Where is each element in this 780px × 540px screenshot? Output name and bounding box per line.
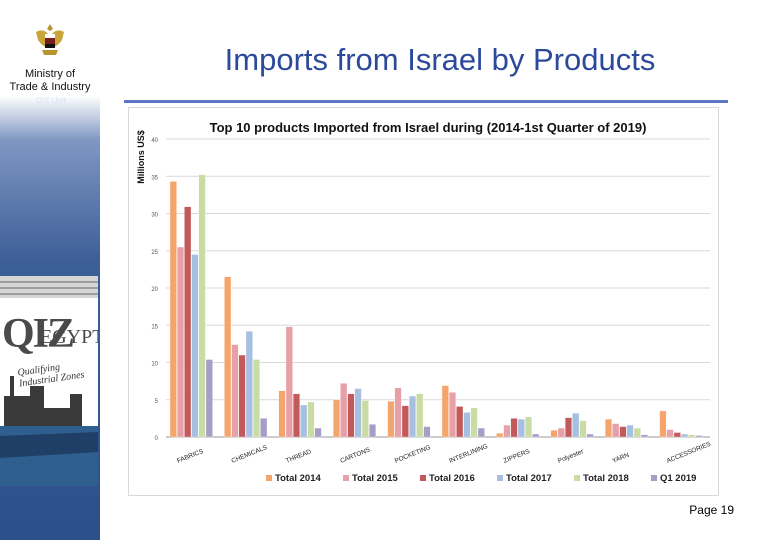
ministry-name: Ministry of Trade & Industry (0, 68, 100, 94)
y-axis-label: Millions US$ (136, 130, 146, 184)
y-tick-label: 25 (151, 250, 158, 256)
sidebar: Ministry of Trade & Industry QIZ Unit QI… (0, 0, 100, 540)
bar (688, 434, 696, 438)
legend-label: Total 2018 (583, 473, 629, 484)
y-tick-label: 30 (151, 213, 158, 219)
legend-swatch (574, 475, 580, 481)
bar (695, 435, 703, 438)
bar (191, 254, 199, 438)
bar (666, 429, 674, 438)
bar (285, 326, 293, 438)
bar (347, 393, 355, 438)
bar (416, 393, 424, 438)
bar (340, 383, 348, 438)
legend-label: Total 2017 (506, 473, 552, 484)
qiz-egypt-logo: QIZ EGYPT Qualifying Industrial Zones (0, 276, 98, 486)
legend-swatch (497, 475, 503, 481)
bar (681, 433, 688, 438)
bar-chart: Top 10 products Imported from Israel dur… (128, 107, 719, 496)
bar (307, 401, 315, 438)
bar (673, 432, 681, 438)
bar (361, 400, 369, 438)
bar (477, 427, 485, 438)
bar (605, 418, 612, 438)
y-tick-label: 5 (155, 399, 159, 405)
bar (612, 423, 620, 438)
eagle-emblem-icon (36, 24, 64, 55)
bar (557, 427, 565, 438)
logo-egypt-text: EGYPT (40, 326, 98, 348)
bar (463, 412, 471, 438)
bar (641, 434, 648, 438)
legend-swatch (266, 475, 272, 481)
bar (293, 393, 300, 438)
bar (300, 404, 308, 438)
legend-label: Q1 2019 (660, 473, 696, 484)
chart-title: Top 10 products Imported from Israel dur… (210, 120, 647, 135)
y-tick-label: 20 (151, 287, 158, 293)
bar (510, 418, 518, 438)
legend-swatch (343, 475, 349, 481)
bar (579, 420, 587, 438)
bar (503, 424, 511, 438)
bar (369, 424, 376, 438)
bar (184, 206, 192, 438)
bar (177, 246, 184, 438)
title-underline (124, 100, 728, 103)
bar (224, 276, 232, 438)
bar (496, 433, 504, 438)
bar (659, 410, 667, 438)
bar (394, 387, 402, 438)
logo-qiz-text: QIZ (2, 311, 75, 357)
bar (586, 433, 594, 438)
bar (633, 427, 641, 438)
bar (205, 359, 213, 438)
legend-swatch (651, 475, 657, 481)
legend-label: Total 2014 (275, 473, 321, 484)
bar (525, 416, 532, 438)
legend-label: Total 2015 (352, 473, 398, 484)
y-tick-label: 15 (151, 324, 158, 330)
bar (401, 405, 409, 438)
bar (423, 426, 431, 438)
bar (333, 399, 340, 438)
bar (626, 424, 634, 438)
bar (387, 401, 395, 438)
bar (470, 407, 478, 438)
y-tick-label: 0 (155, 436, 159, 442)
bar (238, 354, 246, 438)
bar (619, 426, 627, 438)
chart-panel: Top 10 products Imported from Israel dur… (128, 107, 719, 496)
bar (169, 181, 177, 438)
slide-title: Imports from Israel by Products (224, 42, 656, 77)
bar (441, 385, 449, 438)
y-tick-label: 40 (151, 138, 158, 144)
y-tick-label: 35 (151, 175, 158, 181)
bar (532, 433, 540, 438)
bar (278, 390, 286, 438)
ministry-line-1: Ministry of (24, 68, 76, 80)
bar (198, 174, 206, 438)
bar (354, 388, 362, 438)
bar (253, 359, 260, 438)
unit-label: QIZ Unit (36, 96, 66, 105)
bar (565, 417, 572, 438)
bar (409, 395, 416, 438)
bar (231, 344, 239, 438)
logo-decoration (0, 276, 98, 486)
bar (550, 430, 558, 438)
bar (456, 406, 464, 438)
ministry-line-2: Trade & Industry (9, 81, 91, 93)
bar (449, 392, 456, 438)
legend-swatch (420, 475, 426, 481)
bar (572, 413, 580, 438)
bar (260, 418, 268, 438)
page-number: Page 19 (689, 503, 734, 517)
y-tick-label: 10 (151, 362, 158, 368)
bar (517, 418, 525, 438)
bar (314, 427, 322, 438)
legend-label: Total 2016 (429, 473, 475, 484)
bar (245, 331, 253, 438)
